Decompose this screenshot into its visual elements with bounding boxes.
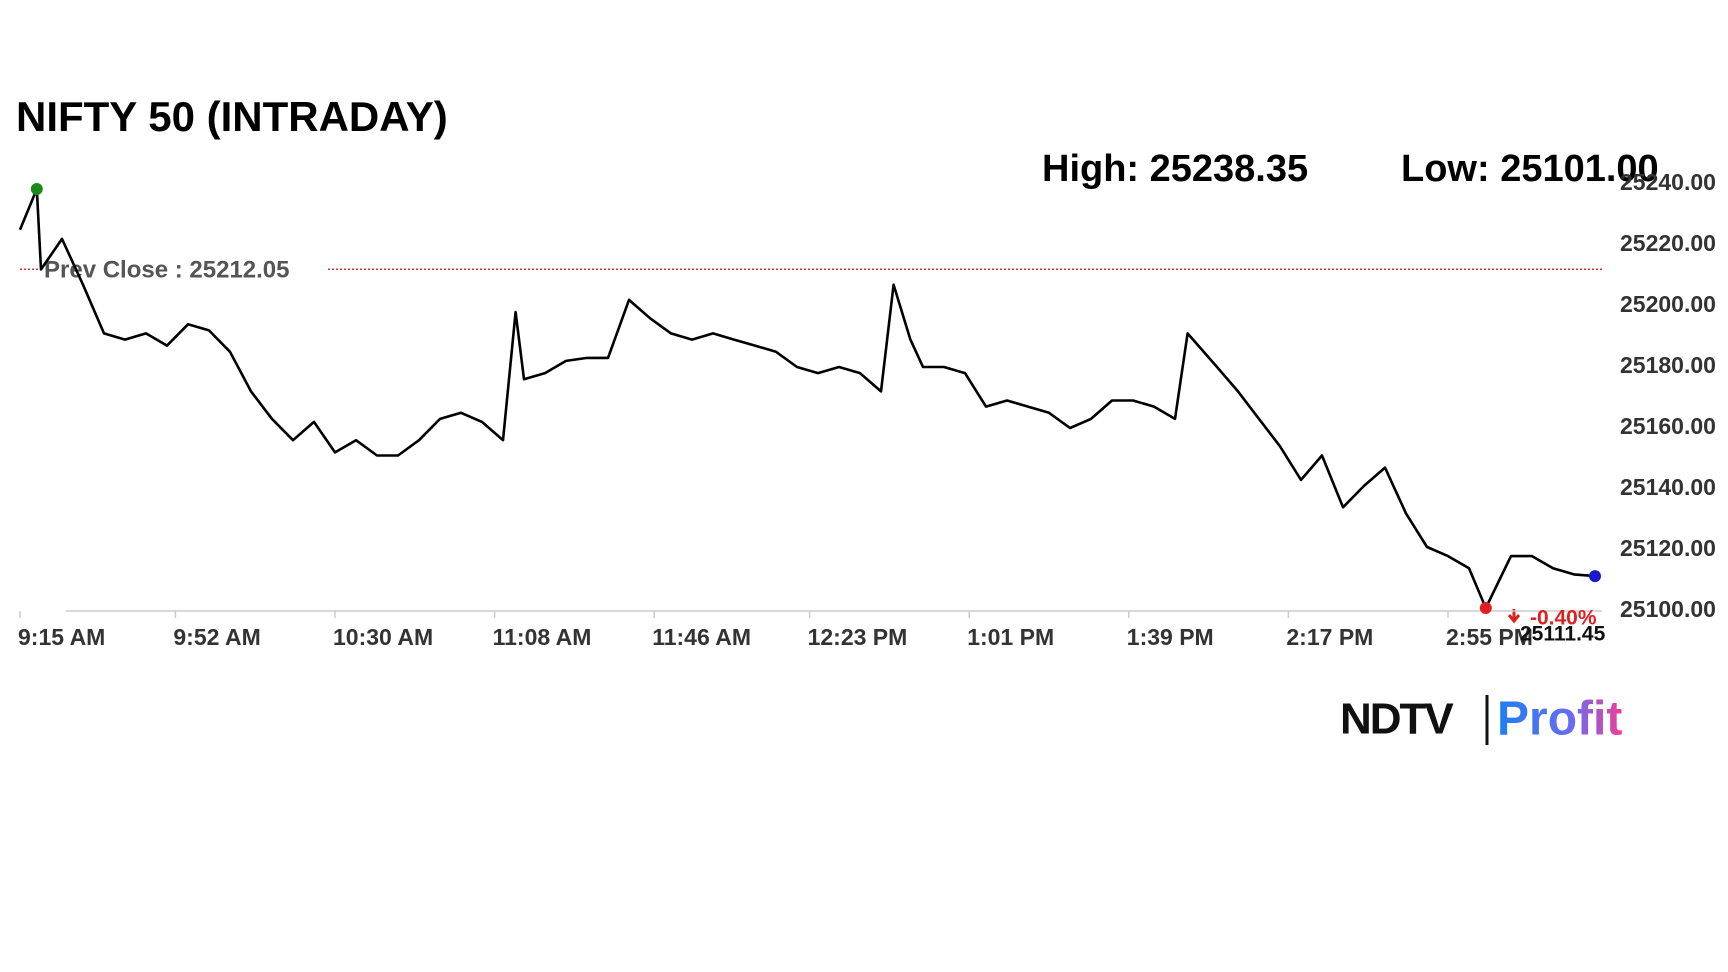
high-marker — [30, 183, 43, 196]
logo: NDTV Profit — [1340, 693, 1622, 746]
x-tick-label: 2:17 PM — [1286, 624, 1373, 650]
y-tick-label: 25200.00 — [1620, 291, 1716, 317]
x-tick-label: 9:15 AM — [18, 624, 105, 650]
prev-close-label-bg — [40, 253, 328, 286]
x-tick-label: 10:30 AM — [333, 624, 433, 650]
prev-close-label: Prev Close : 25212.05 — [44, 257, 290, 284]
y-tick-label: 25220.00 — [1620, 230, 1716, 256]
x-tick-label: 1:39 PM — [1127, 624, 1214, 650]
last-marker — [1589, 570, 1601, 583]
y-tick-label: 25120.00 — [1620, 535, 1716, 561]
x-tick-label: 11:46 AM — [652, 624, 751, 650]
change-label: -0.40% — [1530, 607, 1597, 630]
low-label: Low: 25101.00 — [1401, 148, 1659, 190]
y-tick-label: 25240.00 — [1620, 169, 1716, 195]
x-tick-label: 2:55 PM — [1446, 624, 1533, 650]
high-label: High: 25238.35 — [1042, 148, 1308, 190]
y-tick-label: 25180.00 — [1620, 352, 1716, 378]
x-tick-label: 11:08 AM — [493, 624, 592, 650]
y-tick-label: 25100.00 — [1620, 596, 1716, 622]
logo-profit: Profit — [1497, 693, 1622, 746]
low-marker — [1479, 601, 1492, 614]
y-tick-label: 25160.00 — [1620, 413, 1716, 439]
chart-title: NIFTY 50 (INTRADAY) — [16, 93, 448, 140]
x-tick-label: 1:01 PM — [967, 624, 1054, 650]
logo-ndtv: NDTV — [1340, 695, 1454, 744]
x-tick-label: 12:23 PM — [808, 624, 908, 650]
price-line — [18, 187, 1596, 610]
last-value-label: 25111.45 — [1520, 623, 1606, 646]
x-tick-label: 9:52 AM — [173, 624, 260, 650]
y-tick-label: 25140.00 — [1620, 474, 1716, 500]
